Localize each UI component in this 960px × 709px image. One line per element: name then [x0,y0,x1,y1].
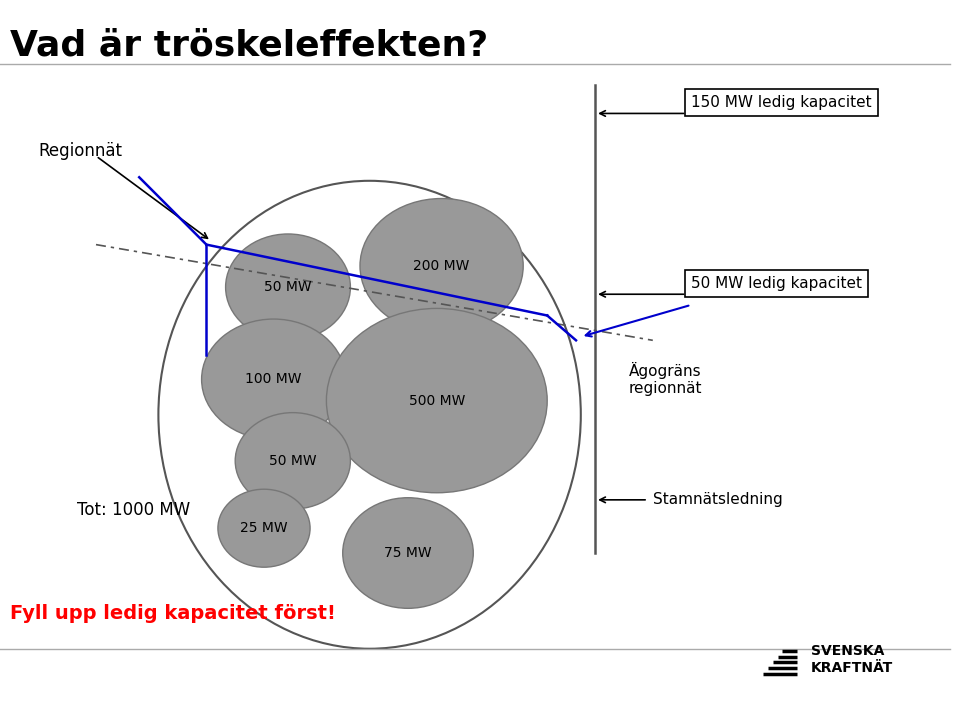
Ellipse shape [343,498,473,608]
Text: 100 MW: 100 MW [246,372,301,386]
Text: 150 MW ledig kapacitet: 150 MW ledig kapacitet [691,95,872,111]
Ellipse shape [202,319,346,440]
Ellipse shape [326,308,547,493]
Ellipse shape [226,234,350,340]
Text: 500 MW: 500 MW [409,393,465,408]
Text: 25 MW: 25 MW [240,521,288,535]
Text: 50 MW: 50 MW [269,454,317,468]
Text: Regionnät: Regionnät [38,142,123,160]
Text: Tot: 1000 MW: Tot: 1000 MW [77,501,190,520]
Ellipse shape [218,489,310,567]
Ellipse shape [235,413,350,509]
Text: SVENSKA
KRAFTNÄT: SVENSKA KRAFTNÄT [811,644,894,675]
Text: 50 MW: 50 MW [264,280,312,294]
Text: Ägogräns
regionnät: Ägogräns regionnät [629,362,703,396]
Text: 75 MW: 75 MW [384,546,432,560]
Text: Fyll upp ledig kapacitet först!: Fyll upp ledig kapacitet först! [10,604,335,623]
Text: 200 MW: 200 MW [414,259,469,273]
Text: Vad är tröskeleffekten?: Vad är tröskeleffekten? [10,28,488,62]
Text: 50 MW ledig kapacitet: 50 MW ledig kapacitet [691,276,862,291]
Text: Stamnätsledning: Stamnätsledning [653,492,782,508]
Ellipse shape [360,199,523,333]
